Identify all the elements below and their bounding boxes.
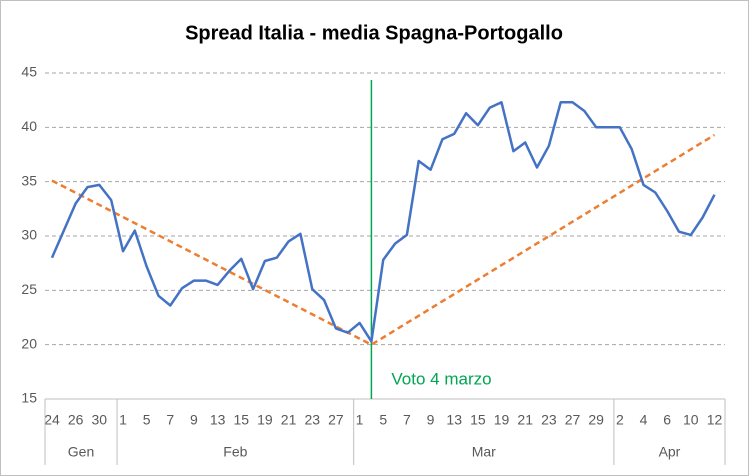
x-tick-label: 4 [640, 412, 648, 428]
x-tick-label: 15 [233, 412, 249, 428]
y-tick-label: 30 [21, 227, 37, 243]
annotation-text: Voto 4 marzo [391, 369, 491, 388]
x-tick-label: 30 [92, 412, 108, 428]
y-tick-label: 20 [21, 335, 37, 351]
x-tick-label: 5 [379, 412, 387, 428]
x-tick-label: 13 [446, 412, 462, 428]
y-tick-label: 40 [21, 118, 37, 134]
x-tick-label: 12 [707, 412, 723, 428]
x-tick-label: 7 [166, 412, 174, 428]
y-tick-label: 35 [21, 172, 37, 188]
group-label: Gen [68, 444, 94, 460]
x-tick-label: 5 [143, 412, 151, 428]
data-line [50, 101, 716, 343]
x-tick-label: 10 [683, 412, 699, 428]
y-tick-label: 25 [21, 281, 37, 297]
x-tick-label: 21 [517, 412, 533, 428]
x-tick-label: 9 [427, 412, 435, 428]
x-tick-label: 19 [494, 412, 510, 428]
x-tick-label: 26 [68, 412, 84, 428]
x-tick-label: 6 [663, 412, 671, 428]
x-tick-label: 9 [190, 412, 198, 428]
x-tick-label: 24 [44, 412, 60, 428]
group-label: Mar [472, 444, 496, 460]
x-tick-label: 23 [541, 412, 557, 428]
x-tick-label: 19 [257, 412, 273, 428]
x-tick-label: 27 [565, 412, 581, 428]
x-tick-label: 7 [403, 412, 411, 428]
x-tick-label: 29 [588, 412, 604, 428]
group-label: Feb [223, 444, 247, 460]
y-tick-label: 15 [21, 390, 37, 406]
x-tick-label: 27 [328, 412, 344, 428]
x-tick-label: 2 [616, 412, 624, 428]
x-tick-label: 1 [356, 412, 364, 428]
x-tick-label: 21 [281, 412, 297, 428]
x-tick-label: 15 [470, 412, 486, 428]
group-label: Apr [659, 444, 681, 460]
x-tick-label: 1 [119, 412, 127, 428]
chart-title: Spread Italia - media Spagna-Portogallo [185, 22, 563, 44]
x-tick-label: 23 [304, 412, 320, 428]
x-tick-label: 13 [210, 412, 226, 428]
y-tick-label: 45 [21, 64, 37, 80]
